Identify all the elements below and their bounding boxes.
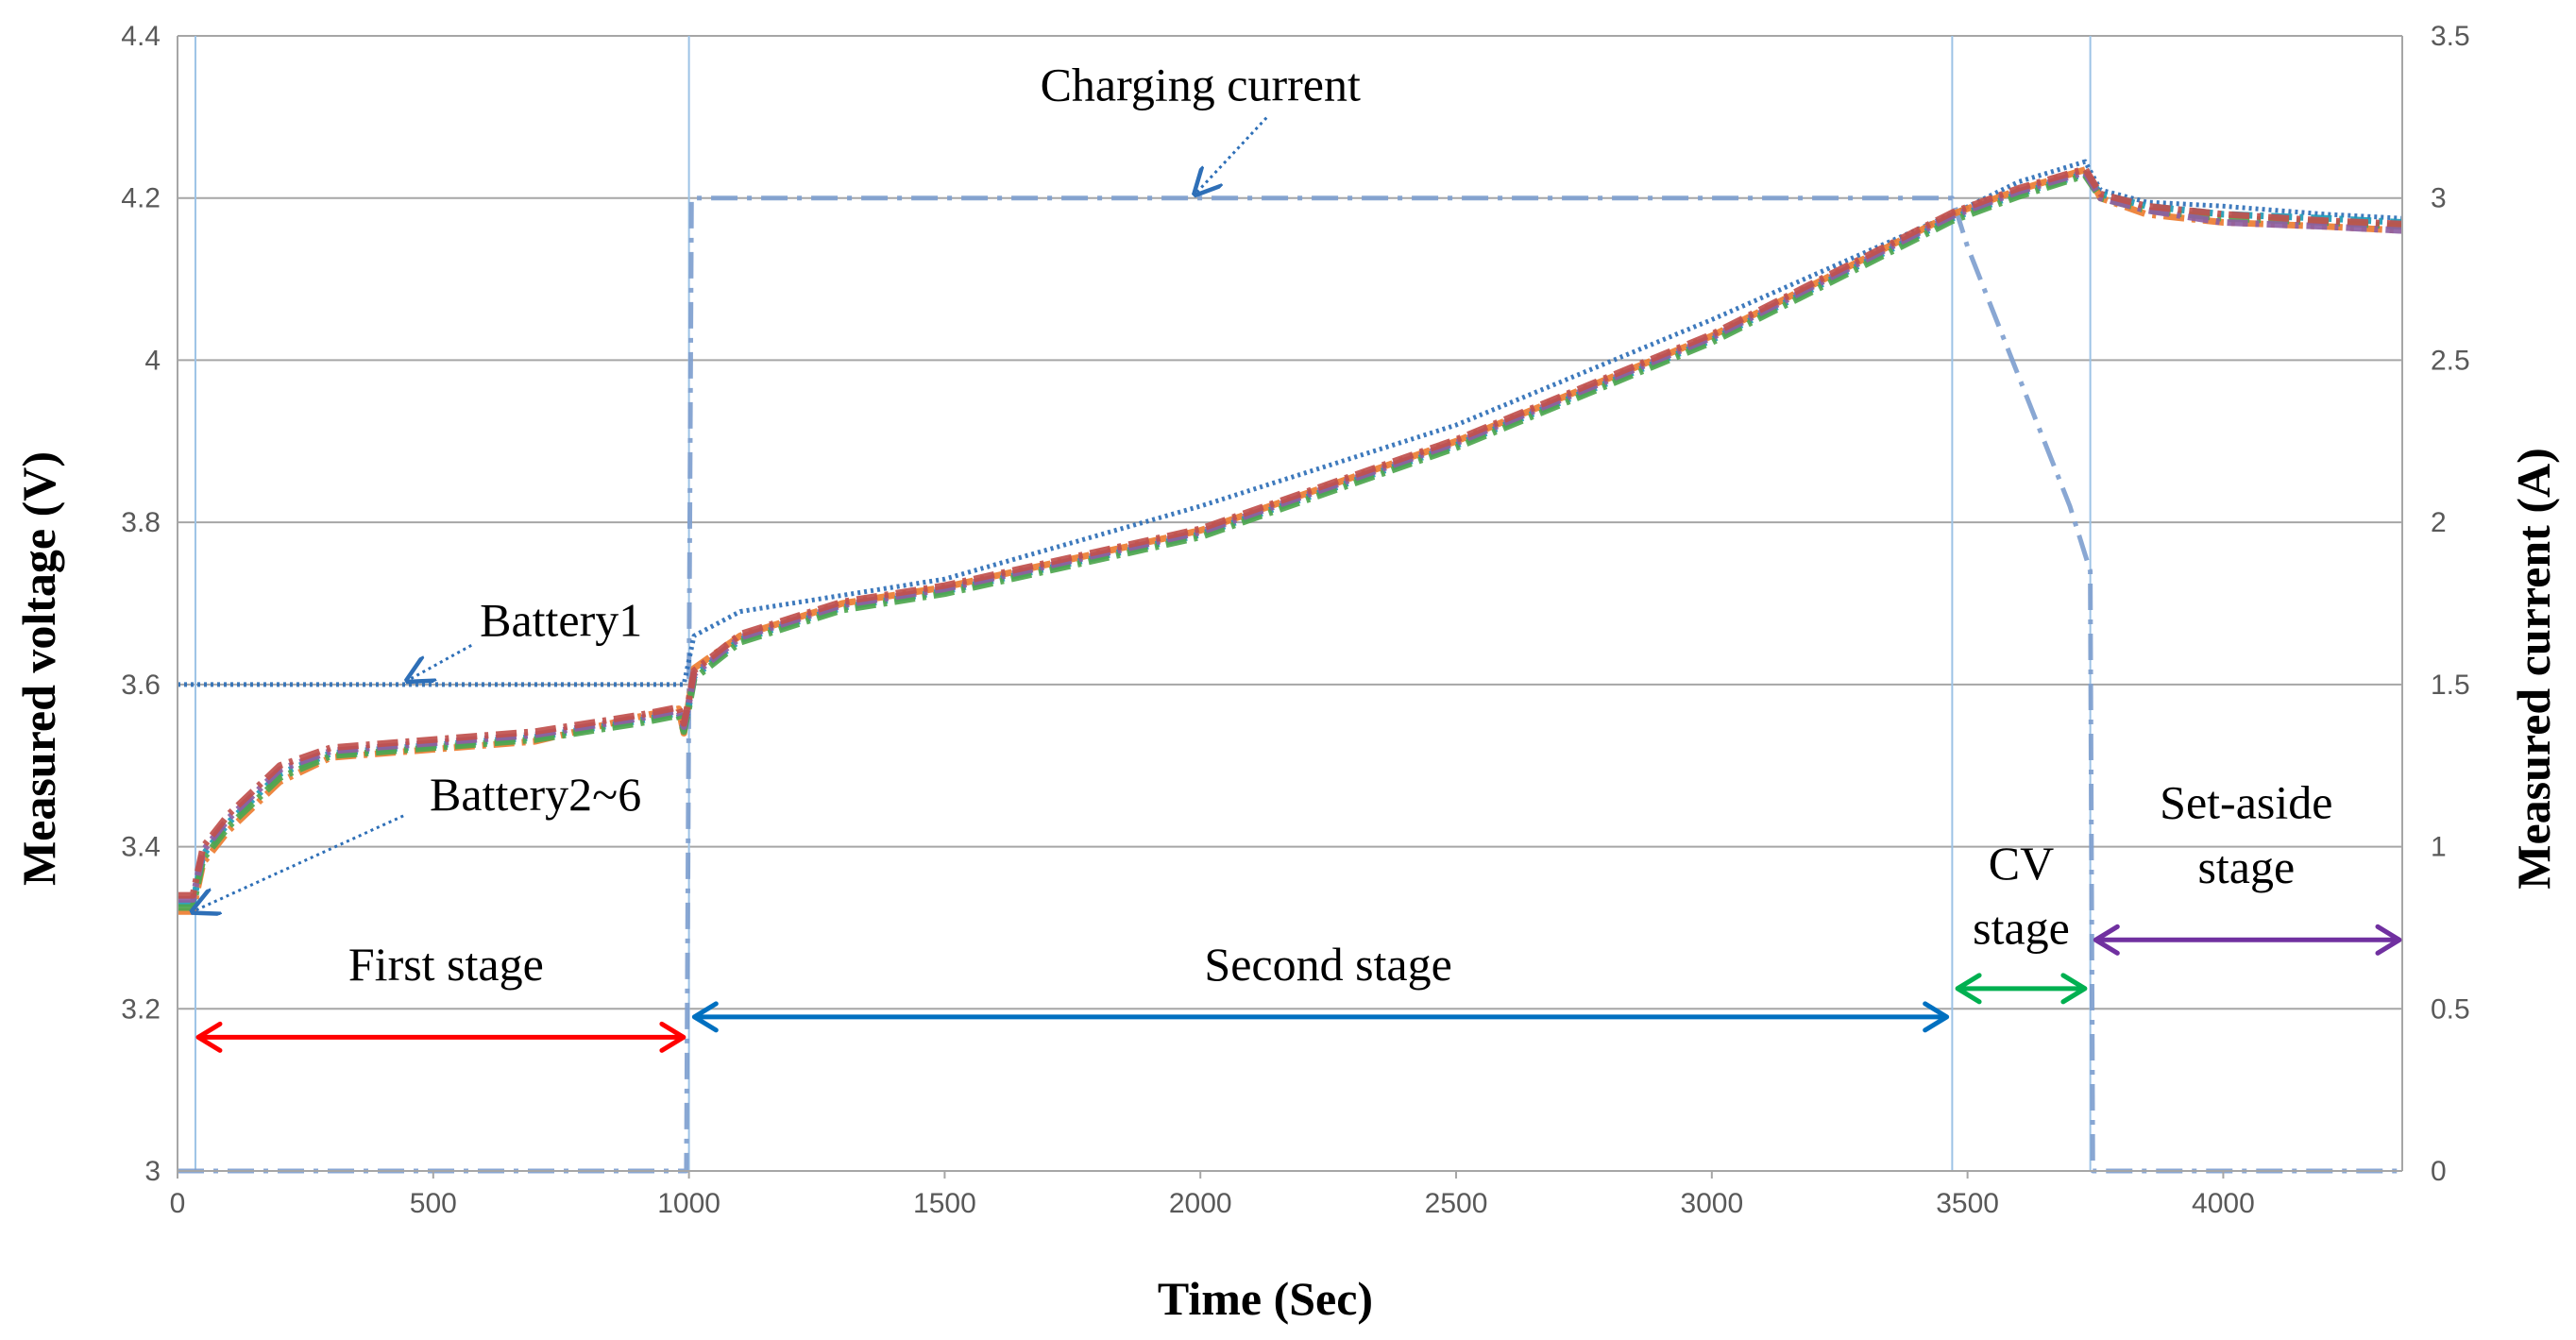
stage-label-first-stage-0: First stage (348, 938, 544, 991)
annotation-battery2-6-arrow (193, 814, 404, 911)
y-tick-label-1: 3.2 (121, 993, 161, 1025)
stage-arrow-second-stage-head-right (1923, 1001, 1950, 1033)
x-tick-label-2: 1000 (657, 1188, 720, 1219)
y2-tick-label-1: 0.5 (2431, 993, 2470, 1025)
y-tick-label-0: 3 (144, 1156, 161, 1187)
annotation-battery2-6-label: Battery2~6 (430, 768, 641, 821)
y2-tick-label-2: 1 (2431, 832, 2447, 863)
axes (177, 36, 2403, 1179)
y-axis-title: Measured voltage (V) (12, 451, 65, 886)
x-tick-label-3: 1500 (913, 1188, 976, 1219)
stage-label-cv-stage-0: CV (1989, 837, 2054, 890)
y2-tick-label-5: 2.5 (2431, 345, 2470, 376)
y2-tick-label-4: 2 (2431, 507, 2447, 538)
series-group (178, 159, 2403, 1174)
x-tick-label-5: 2500 (1425, 1188, 1488, 1219)
stage-arrow-first-stage-head-right (659, 1021, 686, 1053)
annotation-battery1-label: Battery1 (480, 593, 642, 646)
y-tick-label-3: 3.6 (121, 670, 161, 701)
y2-tick-label-6: 3 (2431, 183, 2447, 214)
series-line-battery6 (178, 165, 2403, 899)
stage-arrow-cv-stage-head-left (1955, 973, 1982, 1005)
y-tick-label-4: 3.8 (121, 507, 161, 538)
tick-labels: 0 500 1000 1500 2000 2500 3000 3500 4000 3 3.2 3.4 3… (121, 21, 2469, 1219)
y2-tick-label-0: 0 (2431, 1156, 2447, 1187)
annotation-charging-current-arrow (1195, 116, 1268, 195)
annotations: Charging current Battery1 Battery2~6 (193, 59, 1361, 912)
y-tick-label-2: 3.4 (121, 832, 161, 863)
series-line-charging-current (178, 195, 2402, 1174)
stage-arrow-set-aside-stage-head-left (2093, 924, 2120, 956)
stage-arrow-set-aside-stage-head-right (2375, 924, 2402, 956)
stage-markers: First stage Second stage CV stage Set-aside s… (195, 776, 2402, 1053)
stage-arrow-second-stage-head-left (691, 1001, 719, 1033)
y2-tick-label-7: 3.5 (2431, 21, 2470, 52)
x-tick-label-0: 0 (170, 1188, 186, 1219)
series-line-battery5 (178, 168, 2403, 903)
x-axis-title: Time (Sec) (1158, 1272, 1373, 1325)
stage-label-cv-stage-1: stage (1973, 902, 2070, 955)
x-tick-label-7: 3500 (1936, 1188, 1999, 1219)
series-line-battery1 (178, 159, 2403, 687)
y2-tick-label-3: 1.5 (2431, 670, 2470, 701)
stage-label-set-aside-stage-0: Set-aside (2160, 776, 2332, 829)
stage-label-set-aside-stage-1: stage (2197, 840, 2295, 893)
annotation-charging-current-label: Charging current (1041, 59, 1361, 111)
y-tick-label-7: 4.4 (121, 21, 161, 52)
y2-axis-title: Measured current (A) (2507, 448, 2560, 889)
y-tick-label-5: 4 (144, 345, 161, 376)
x-tick-label-1: 500 (410, 1188, 457, 1219)
y-tick-label-6: 4.2 (121, 183, 161, 214)
annotation-battery1-arrow (408, 644, 472, 680)
x-tick-label-8: 4000 (2192, 1188, 2255, 1219)
x-tick-label-6: 3000 (1680, 1188, 1743, 1219)
x-tick-label-4: 2000 (1169, 1188, 1232, 1219)
stage-arrow-cv-stage-head-right (2060, 973, 2088, 1005)
stage-label-second-stage-0: Second stage (1204, 938, 1451, 991)
stage-arrow-first-stage-head-left (195, 1021, 223, 1053)
